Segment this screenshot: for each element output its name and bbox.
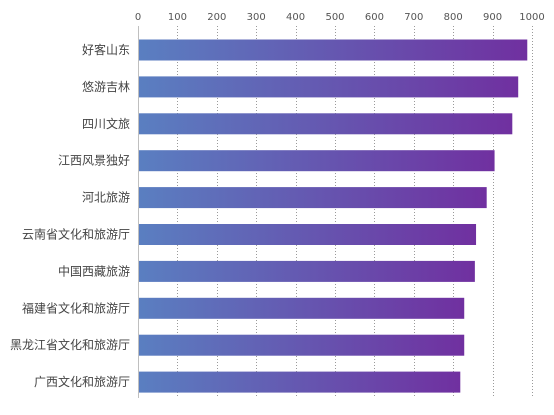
- x-tick-label: 800: [444, 12, 463, 23]
- bar: [138, 113, 513, 135]
- bar: [138, 187, 487, 209]
- x-tick-label: 700: [404, 12, 423, 23]
- bar: [138, 39, 528, 61]
- x-tick-label: 0: [135, 12, 141, 23]
- category-label: 悠游吉林: [82, 79, 130, 94]
- category-label: 黑龙江省文化和旅游厅: [10, 337, 130, 352]
- bar: [138, 260, 475, 282]
- x-tick-label: 1000: [519, 12, 544, 23]
- bars: [138, 39, 528, 393]
- category-label: 福建省文化和旅游厅: [22, 300, 130, 315]
- x-tick-label: 900: [483, 12, 502, 23]
- bar: [138, 371, 461, 393]
- x-tick-label: 400: [286, 12, 305, 23]
- category-label: 河北旅游: [82, 191, 130, 205]
- category-label: 云南省文化和旅游厅: [22, 227, 130, 242]
- x-tick-label: 200: [207, 12, 226, 23]
- category-label: 四川文旅: [82, 116, 130, 131]
- bar: [138, 76, 519, 98]
- bar: [138, 224, 477, 245]
- x-tick-label: 600: [365, 12, 384, 23]
- bar: [138, 334, 465, 356]
- category-label: 中国西藏旅游: [58, 263, 130, 278]
- x-tick-label: 300: [247, 12, 266, 23]
- category-label: 好客山东: [82, 42, 130, 57]
- bar: [138, 297, 465, 319]
- bar: [138, 150, 495, 172]
- category-label: 江西风景独好: [58, 154, 130, 168]
- category-label: 广西文化和旅游厅: [34, 374, 130, 389]
- x-tick-label: 100: [168, 12, 187, 23]
- category-labels: 好客山东悠游吉林四川文旅江西风景独好河北旅游云南省文化和旅游厅中国西藏旅游福建省…: [10, 42, 130, 389]
- x-tick-label: 500: [325, 12, 344, 23]
- x-axis-tick-labels: 0 100 200 300 400 500 600 700 800 900 1000: [135, 12, 545, 23]
